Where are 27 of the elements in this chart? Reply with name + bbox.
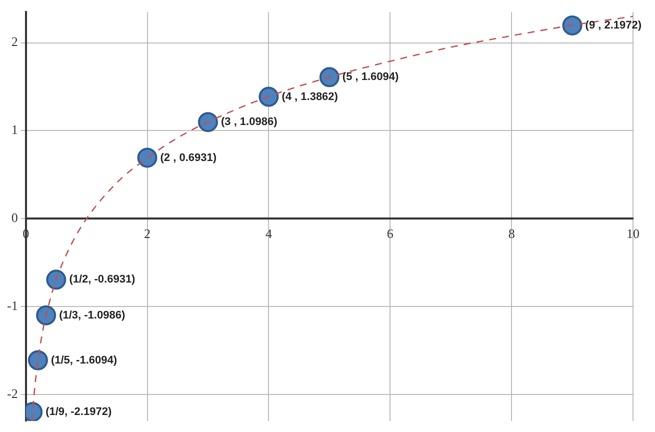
point [258, 86, 279, 107]
data-label: (3 , 1.0986) [220, 116, 278, 128]
x-tick-label: 10 [626, 226, 640, 241]
data-label: (2 , 0.6931) [160, 152, 217, 164]
data-label: (1/5, -1.6094) [50, 354, 118, 366]
point [137, 148, 158, 168]
point [198, 112, 218, 132]
y-tick-label: 0 [11, 210, 18, 226]
point [562, 15, 582, 36]
x-tick-label: 8 [508, 226, 515, 241]
x-tick-label: 4 [265, 226, 272, 241]
y-tick-label: -1 [6, 298, 18, 314]
data-label: (1/9, -2.1972) [46, 406, 112, 418]
y-tick-label: 2 [11, 34, 18, 50]
point [28, 350, 48, 370]
data-label: (1/2, -0.6931) [69, 274, 136, 286]
point [36, 305, 56, 326]
data-label: (4 , 1.3862) [282, 90, 338, 103]
y-tick-label: 1 [11, 122, 18, 138]
x-tick-label: 2 [144, 226, 151, 241]
y-tick-label: -2 [6, 386, 18, 402]
data-label: (5 , 1.6094) [342, 71, 400, 84]
data-label: (1/3, -1.0986) [59, 309, 126, 322]
point [319, 67, 340, 88]
data-label: (9 , 2.1972) [585, 19, 642, 32]
point [46, 270, 66, 290]
x-tick-label: 6 [386, 226, 394, 241]
